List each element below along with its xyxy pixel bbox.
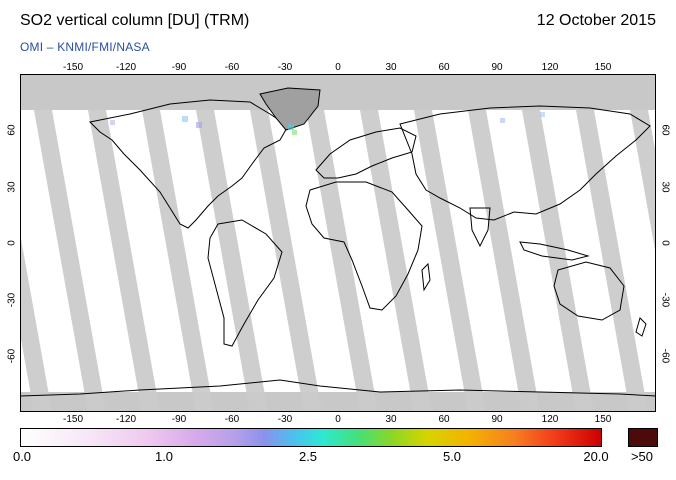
lat-tick-left: 0 xyxy=(6,240,18,246)
lat-tick-left: -60 xyxy=(6,348,18,364)
colorbar-label: 20.0 xyxy=(583,449,609,464)
lon-tick: -30 xyxy=(277,62,293,73)
color-scale-bar xyxy=(20,428,602,447)
asia xyxy=(399,105,651,221)
bottom-longitude-axis: -150 -120 -90 -60 -30 0 30 60 90 120 150 xyxy=(20,414,656,426)
lon-tick: -60 xyxy=(224,414,240,425)
map-title: SO2 vertical column [DU] (TRM) xyxy=(20,12,250,29)
lon-tick: 120 xyxy=(541,414,559,425)
greenland xyxy=(259,87,321,131)
indonesia xyxy=(519,241,590,261)
lon-tick: 60 xyxy=(438,414,450,425)
so2-speckles xyxy=(110,112,545,135)
lat-tick-right: 60 xyxy=(659,124,671,136)
lon-tick: -150 xyxy=(62,62,84,73)
lon-tick: 30 xyxy=(385,414,397,425)
lat-tick-right: 0 xyxy=(659,240,671,246)
lon-tick: -30 xyxy=(277,414,293,425)
lon-tick: 120 xyxy=(541,62,559,73)
africa xyxy=(305,181,423,311)
new-zealand xyxy=(635,317,647,337)
europe xyxy=(315,127,417,179)
continents xyxy=(20,87,656,397)
colorbar-label: 1.0 xyxy=(154,449,174,464)
lat-tick-left: -30 xyxy=(6,292,18,308)
map-date: 12 October 2015 xyxy=(536,12,656,29)
lon-tick: -150 xyxy=(62,414,84,425)
india xyxy=(469,207,491,248)
north-america xyxy=(88,99,289,229)
antarctica xyxy=(20,379,656,397)
lon-tick: -90 xyxy=(171,62,187,73)
south-america xyxy=(207,219,283,347)
lat-tick-right: 30 xyxy=(659,181,671,193)
nodata-south xyxy=(20,392,656,412)
lat-tick-right: -30 xyxy=(659,292,671,308)
lon-tick: -120 xyxy=(115,414,137,425)
colorbar-label: 0.0 xyxy=(12,449,32,464)
data-source: OMI – KNMI/FMI/NASA xyxy=(20,40,150,54)
overflow-swatch xyxy=(628,428,658,447)
lon-tick: 150 xyxy=(594,62,612,73)
top-longitude-axis: -150 -120 -90 -60 -30 0 30 60 90 120 150 xyxy=(20,62,656,74)
colorbar-label: 5.0 xyxy=(442,449,462,464)
australia xyxy=(553,261,625,321)
world-map xyxy=(20,74,656,412)
colorbar-label: 2.5 xyxy=(298,449,318,464)
lon-tick: 150 xyxy=(594,414,612,425)
lon-tick: 0 xyxy=(335,62,341,73)
lon-tick: -90 xyxy=(171,414,187,425)
nodata-north xyxy=(20,74,656,110)
lat-tick-right: -60 xyxy=(659,348,671,364)
madagascar xyxy=(421,262,431,292)
lon-tick: 90 xyxy=(491,62,503,73)
lon-tick: 90 xyxy=(491,414,503,425)
overflow-label: >50 xyxy=(630,449,654,464)
swath-gaps xyxy=(20,110,656,412)
lat-tick-left: 60 xyxy=(6,124,18,136)
lon-tick: -120 xyxy=(115,62,137,73)
lon-tick: 60 xyxy=(438,62,450,73)
lon-tick: 30 xyxy=(385,62,397,73)
lon-tick: 0 xyxy=(335,414,341,425)
lon-tick: -60 xyxy=(224,62,240,73)
lat-tick-left: 30 xyxy=(6,181,18,193)
